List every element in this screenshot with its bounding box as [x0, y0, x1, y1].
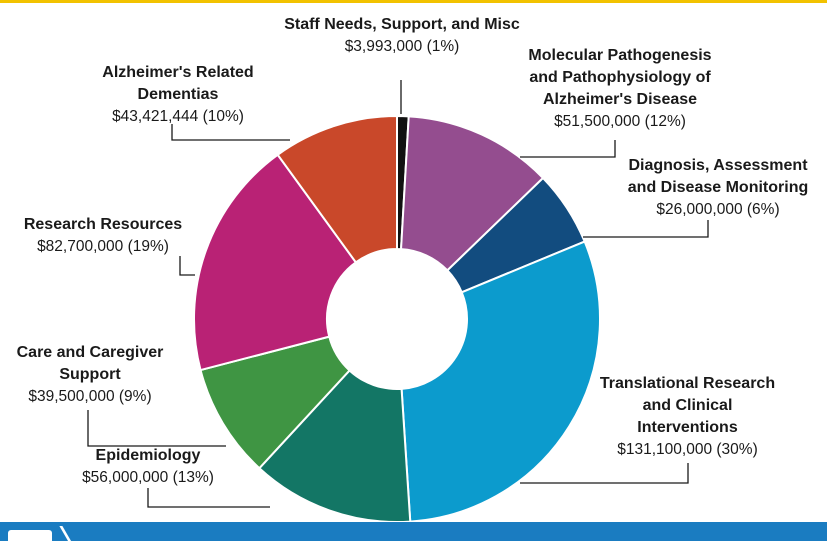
top-accent-rule — [0, 0, 827, 3]
bottom-banner — [0, 522, 827, 541]
slice-name: Alzheimer's Related Dementias — [102, 64, 254, 103]
slice-amount: $131,100,000 (30%) — [617, 441, 758, 458]
donut-slice-7 — [276, 114, 398, 264]
slice-name: Research Resources — [23, 216, 183, 233]
leader-line-2 — [583, 220, 709, 238]
slice-amount: $82,700,000 (19%) — [37, 238, 169, 255]
slice-name: Staff Needs, Support, and Misc — [284, 16, 520, 33]
slice-name: Diagnosis, Assessment and Disease Monito… — [627, 157, 809, 196]
slice-name: Care and Caregiver Support — [16, 344, 164, 383]
slice-amount: $56,000,000 (13%) — [82, 469, 214, 486]
slice-amount: $3,993,000 (1%) — [344, 38, 460, 55]
slice-amount: $26,000,000 (6%) — [656, 201, 780, 218]
slice-label-molecular-pathogenesis: Molecular Pathogenesis and Pathophysiolo… — [500, 45, 740, 133]
slices-group — [193, 114, 601, 523]
donut-slice-6 — [193, 153, 358, 372]
slice-label-research-resources: Research Resources $82,700,000 (19%) — [8, 214, 198, 258]
bottom-tab — [8, 530, 52, 544]
slice-label-translational-research: Translational Research and Clinical Inte… — [585, 373, 790, 461]
slice-amount: $51,500,000 (12%) — [554, 113, 686, 130]
slice-name: Molecular Pathogenesis and Pathophysiolo… — [528, 47, 712, 108]
slice-name: Translational Research and Clinical Inte… — [599, 375, 776, 436]
donut-slice-3 — [400, 240, 601, 523]
slice-amount: $39,500,000 (9%) — [28, 388, 152, 405]
leader-line-4 — [147, 488, 270, 508]
slice-label-diagnosis-assessment: Diagnosis, Assessment and Disease Monito… — [608, 155, 827, 221]
leader-line-3 — [520, 463, 689, 484]
slice-label-epidemiology: Epidemiology $56,000,000 (13%) — [58, 445, 238, 489]
donut-slice-4 — [257, 369, 412, 523]
leader-line-1 — [520, 140, 616, 158]
slice-amount: $43,421,444 (10%) — [112, 108, 244, 125]
leader-line-7 — [171, 124, 290, 141]
slice-name: Epidemiology — [95, 447, 201, 464]
leader-lines — [87, 80, 709, 508]
slice-label-staff-needs: Staff Needs, Support, and Misc $3,993,00… — [262, 14, 542, 58]
leader-line-5 — [87, 410, 226, 447]
slice-label-alzheimers-related: Alzheimer's Related Dementias $43,421,44… — [88, 62, 268, 128]
donut-slice-1 — [399, 115, 545, 272]
leader-line-6 — [179, 256, 195, 276]
slice-label-care-caregiver: Care and Caregiver Support $39,500,000 (… — [5, 342, 175, 408]
